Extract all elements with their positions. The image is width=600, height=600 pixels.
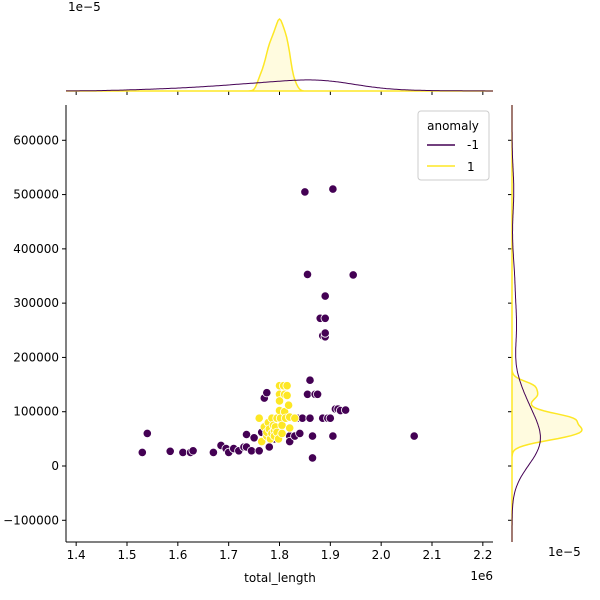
y-tick-label: 300000: [13, 296, 59, 310]
scatter-point: [312, 389, 323, 399]
scatter-point: [282, 390, 292, 400]
main-axes: 1.4 1.5 1.6 1.7 1.8 1.9 2.0 2.1 2.2 −100000 0 1000…: [3, 105, 493, 585]
right-marginal-scale-label: 1e−5: [548, 545, 581, 559]
right-kde-curve-1: [511, 105, 583, 542]
y-tick-label: 100000: [13, 405, 59, 419]
x-tick-label: 2.2: [473, 548, 492, 562]
x-ticks: 1.4 1.5 1.6 1.7 1.8 1.9 2.0 2.1 2.2: [67, 542, 492, 562]
scatter-point: [254, 413, 264, 423]
y-tick-label: 400000: [13, 242, 59, 256]
scatter-point: [320, 328, 330, 338]
scatter-point: [307, 453, 318, 463]
scatter-point: [262, 388, 272, 398]
right-kde-curve-neg1: [511, 105, 541, 542]
scatter-point: [178, 447, 188, 457]
scatter-point: [208, 447, 218, 457]
scatter-point: [283, 400, 294, 410]
scatter-point: [297, 413, 307, 423]
scatter-point: [295, 428, 305, 438]
scatter-point: [305, 413, 315, 423]
x-tick-label: 1.5: [117, 548, 136, 562]
scatter-point: [246, 446, 257, 456]
scatter-point: [302, 269, 313, 279]
x-tick-label: 1.4: [67, 548, 86, 562]
scatter-point: [340, 405, 351, 415]
y-tick-label: 600000: [13, 133, 59, 147]
scatter-point: [241, 429, 252, 440]
x-tick-label: 2.0: [372, 548, 391, 562]
y-tick-label: 500000: [13, 188, 59, 202]
scatter-point: [305, 375, 315, 385]
scatter-point: [165, 446, 175, 456]
scatter-point: [307, 431, 318, 441]
legend-label-1: 1: [467, 160, 475, 174]
scatter-point: [285, 423, 295, 433]
legend: anomaly -1 1: [417, 110, 490, 181]
top-marginal-axes: 1e−5: [66, 0, 493, 95]
x-tick-label: 1.9: [321, 548, 340, 562]
scatter-point: [264, 442, 274, 452]
y-tick-label: −100000: [3, 513, 59, 527]
scatter-point: [320, 291, 330, 301]
scatter-point: [142, 428, 152, 438]
scatter-point: [282, 381, 292, 391]
scatter-point: [300, 187, 310, 197]
scatter-point: [254, 446, 264, 456]
scatter-point: [274, 396, 285, 406]
legend-label-neg1: -1: [467, 138, 479, 152]
legend-title: anomaly: [427, 119, 479, 133]
scatter-point: [348, 270, 358, 280]
y-tick-label: 0: [51, 459, 59, 473]
x-offset-label: 1e6: [470, 569, 493, 583]
scatter-point: [325, 413, 335, 423]
right-marginal-axes: 1e−5: [508, 105, 583, 559]
scatter-point: [137, 447, 147, 457]
scatter-point: [320, 313, 330, 323]
x-tick-label: 2.1: [422, 548, 441, 562]
scatter-point: [328, 431, 338, 441]
top-marginal-scale-label: 1e−5: [68, 0, 101, 14]
scatter-point: [249, 433, 259, 443]
scatter-points: [137, 184, 419, 463]
x-axis-label: total_length: [244, 571, 316, 585]
scatter-point: [290, 413, 300, 423]
y-ticks: −100000 0 100000 200000 300000 400000 500000 60…: [3, 133, 66, 527]
scatter-point: [328, 184, 338, 194]
x-tick-label: 1.6: [168, 548, 187, 562]
y-tick-label: 200000: [13, 350, 59, 364]
scatter-point: [302, 389, 313, 399]
x-tick-label: 1.7: [219, 548, 238, 562]
scatter-point: [409, 431, 419, 441]
top-kde-curve-1: [66, 17, 493, 92]
scatter-point: [277, 428, 287, 438]
x-tick-label: 1.8: [270, 548, 289, 562]
scatter-point: [188, 446, 198, 456]
top-kde-curve-neg1: [66, 79, 493, 92]
